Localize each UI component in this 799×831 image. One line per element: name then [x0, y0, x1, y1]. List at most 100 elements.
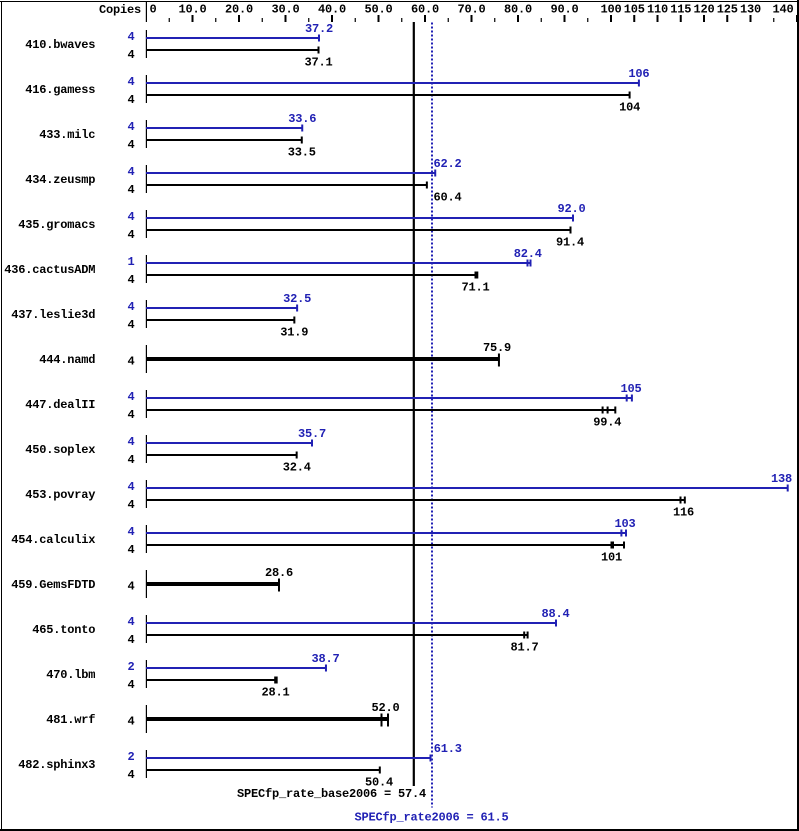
svg-text:75.9: 75.9	[483, 341, 511, 355]
svg-text:1: 1	[127, 255, 134, 269]
svg-text:30.0: 30.0	[271, 3, 299, 17]
svg-text:138: 138	[771, 472, 792, 486]
svg-text:4: 4	[127, 408, 134, 422]
svg-text:465.tonto: 465.tonto	[32, 623, 95, 637]
svg-text:37.1: 37.1	[304, 55, 332, 69]
svg-text:453.povray: 453.povray	[25, 488, 95, 502]
svg-text:4: 4	[127, 300, 134, 314]
svg-text:50.0: 50.0	[364, 3, 392, 17]
svg-text:62.2: 62.2	[434, 157, 462, 171]
svg-text:52.0: 52.0	[371, 701, 399, 715]
svg-text:60.4: 60.4	[434, 190, 462, 204]
svg-text:90.0: 90.0	[550, 3, 578, 17]
svg-text:4: 4	[127, 678, 134, 692]
svg-text:130: 130	[740, 3, 761, 17]
svg-text:4: 4	[127, 183, 134, 197]
svg-text:4: 4	[127, 120, 134, 134]
svg-text:38.7: 38.7	[311, 652, 339, 666]
svg-text:40.0: 40.0	[318, 3, 346, 17]
svg-text:437.leslie3d: 437.leslie3d	[11, 308, 95, 322]
svg-text:91.4: 91.4	[556, 235, 584, 249]
svg-text:SPECfp_rate2006 = 61.5: SPECfp_rate2006 = 61.5	[354, 811, 508, 825]
svg-text:4: 4	[127, 75, 134, 89]
svg-text:116: 116	[673, 505, 694, 519]
svg-text:37.2: 37.2	[305, 22, 333, 36]
svg-text:4: 4	[127, 435, 134, 449]
svg-text:4: 4	[127, 615, 134, 629]
svg-text:433.milc: 433.milc	[39, 128, 95, 142]
svg-text:71.1: 71.1	[461, 280, 489, 294]
svg-text:447.dealII: 447.dealII	[25, 398, 95, 412]
svg-text:4: 4	[127, 30, 134, 44]
svg-text:60.0: 60.0	[411, 3, 439, 17]
svg-text:50.4: 50.4	[365, 775, 393, 789]
svg-text:4: 4	[127, 525, 134, 539]
svg-text:106: 106	[628, 67, 649, 81]
svg-text:35.7: 35.7	[298, 427, 326, 441]
svg-text:4: 4	[127, 228, 134, 242]
svg-text:4: 4	[127, 453, 134, 467]
svg-text:444.namd: 444.namd	[39, 353, 95, 367]
svg-text:28.1: 28.1	[261, 685, 289, 699]
svg-text:Copies: Copies	[99, 3, 141, 17]
svg-text:4: 4	[127, 318, 134, 332]
svg-text:33.5: 33.5	[288, 145, 316, 159]
svg-text:435.gromacs: 435.gromacs	[18, 218, 95, 232]
svg-text:4: 4	[127, 579, 134, 593]
svg-text:SPECfp_rate_base2006 = 57.4: SPECfp_rate_base2006 = 57.4	[237, 787, 426, 801]
svg-text:103: 103	[614, 517, 635, 531]
svg-text:2: 2	[127, 750, 134, 764]
svg-text:140: 140	[772, 3, 793, 17]
svg-text:105: 105	[624, 3, 645, 17]
svg-text:4: 4	[127, 273, 134, 287]
svg-text:4: 4	[127, 543, 134, 557]
svg-text:4: 4	[127, 354, 134, 368]
svg-text:82.4: 82.4	[514, 247, 542, 261]
svg-text:4: 4	[127, 633, 134, 647]
svg-text:410.bwaves: 410.bwaves	[25, 38, 95, 52]
svg-text:120: 120	[693, 3, 714, 17]
svg-text:115: 115	[670, 3, 691, 17]
svg-text:70.0: 70.0	[457, 3, 485, 17]
svg-text:4: 4	[127, 165, 134, 179]
svg-text:20.0: 20.0	[225, 3, 253, 17]
svg-text:4: 4	[127, 768, 134, 782]
svg-text:125: 125	[717, 3, 738, 17]
svg-text:470.lbm: 470.lbm	[46, 668, 95, 682]
svg-text:104: 104	[619, 100, 640, 114]
svg-text:4: 4	[127, 480, 134, 494]
svg-text:110: 110	[647, 3, 668, 17]
svg-text:31.9: 31.9	[280, 325, 308, 339]
svg-text:81.7: 81.7	[510, 640, 538, 654]
svg-text:101: 101	[601, 550, 622, 564]
svg-text:32.4: 32.4	[283, 460, 311, 474]
svg-text:4: 4	[127, 498, 134, 512]
svg-text:92.0: 92.0	[557, 202, 585, 216]
svg-text:4: 4	[127, 93, 134, 107]
svg-text:4: 4	[127, 714, 134, 728]
svg-text:32.5: 32.5	[283, 292, 311, 306]
svg-text:481.wrf: 481.wrf	[46, 713, 95, 727]
svg-text:436.cactusADM: 436.cactusADM	[4, 263, 95, 277]
svg-text:2: 2	[127, 660, 134, 674]
svg-text:454.calculix: 454.calculix	[11, 533, 95, 547]
svg-text:88.4: 88.4	[541, 607, 569, 621]
svg-text:416.gamess: 416.gamess	[25, 83, 95, 97]
svg-text:105: 105	[620, 382, 641, 396]
svg-text:99.4: 99.4	[593, 415, 621, 429]
svg-text:33.6: 33.6	[288, 112, 316, 126]
svg-text:4: 4	[127, 48, 134, 62]
svg-text:4: 4	[127, 138, 134, 152]
svg-text:80.0: 80.0	[504, 3, 532, 17]
svg-text:434.zeusmp: 434.zeusmp	[25, 173, 95, 187]
svg-text:482.sphinx3: 482.sphinx3	[18, 758, 95, 772]
svg-text:0: 0	[149, 3, 156, 17]
svg-text:459.GemsFDTD: 459.GemsFDTD	[11, 578, 95, 592]
svg-text:4: 4	[127, 210, 134, 224]
svg-text:61.3: 61.3	[434, 742, 462, 756]
svg-text:450.soplex: 450.soplex	[25, 443, 95, 457]
svg-text:10.0: 10.0	[178, 3, 206, 17]
svg-text:4: 4	[127, 390, 134, 404]
svg-text:100: 100	[600, 3, 621, 17]
svg-text:28.6: 28.6	[265, 566, 293, 580]
